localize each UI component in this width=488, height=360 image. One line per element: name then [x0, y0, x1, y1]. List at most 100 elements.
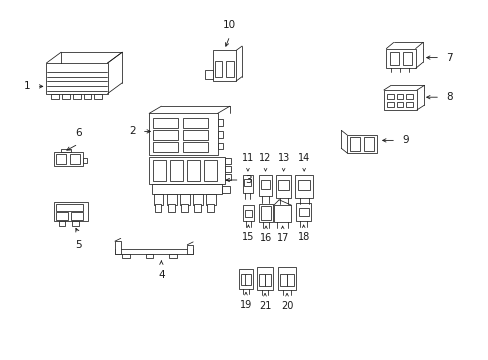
- Bar: [396, 94, 403, 99]
- Bar: [166, 194, 176, 205]
- Text: 12: 12: [259, 153, 271, 163]
- Bar: [212, 50, 236, 81]
- Bar: [297, 180, 310, 190]
- Bar: [245, 274, 251, 285]
- Bar: [386, 102, 393, 107]
- Bar: [205, 70, 212, 79]
- Bar: [244, 179, 251, 186]
- Bar: [62, 94, 70, 99]
- Bar: [238, 269, 253, 289]
- Bar: [83, 158, 87, 163]
- Bar: [59, 221, 65, 226]
- Bar: [396, 102, 403, 107]
- Bar: [257, 267, 272, 290]
- Bar: [187, 245, 193, 254]
- Bar: [153, 160, 165, 181]
- Bar: [183, 130, 207, 140]
- Bar: [261, 206, 270, 220]
- Text: 10: 10: [223, 19, 236, 30]
- Bar: [207, 204, 214, 212]
- Bar: [193, 194, 203, 205]
- Bar: [217, 119, 223, 126]
- Bar: [259, 204, 272, 222]
- Bar: [51, 94, 59, 99]
- Bar: [224, 166, 230, 172]
- Bar: [243, 175, 252, 193]
- Bar: [61, 149, 71, 152]
- Bar: [389, 52, 398, 65]
- Bar: [295, 175, 312, 198]
- Text: 9: 9: [401, 135, 408, 145]
- Bar: [56, 204, 83, 211]
- Bar: [386, 94, 393, 99]
- Bar: [70, 154, 80, 164]
- Bar: [259, 274, 265, 286]
- Bar: [217, 131, 223, 138]
- Text: 8: 8: [445, 92, 452, 102]
- Bar: [243, 205, 253, 221]
- Bar: [346, 135, 376, 153]
- Bar: [206, 194, 216, 205]
- Bar: [153, 194, 163, 205]
- Bar: [217, 143, 223, 149]
- Bar: [215, 61, 222, 77]
- Text: 13: 13: [277, 153, 289, 163]
- Bar: [278, 180, 288, 190]
- Bar: [277, 267, 296, 290]
- Bar: [261, 180, 269, 189]
- Text: 16: 16: [259, 233, 272, 243]
- Bar: [169, 254, 176, 258]
- Bar: [244, 210, 252, 217]
- Text: 6: 6: [75, 127, 81, 138]
- Bar: [145, 254, 153, 258]
- Bar: [94, 94, 102, 99]
- Bar: [181, 204, 187, 212]
- Bar: [149, 113, 217, 155]
- Bar: [153, 118, 177, 128]
- Bar: [54, 152, 83, 166]
- Bar: [154, 204, 161, 212]
- Bar: [187, 160, 200, 181]
- Text: 21: 21: [258, 301, 271, 311]
- Bar: [222, 186, 229, 193]
- Bar: [275, 175, 291, 198]
- Text: 4: 4: [158, 270, 164, 280]
- Bar: [286, 274, 294, 286]
- Bar: [386, 49, 415, 68]
- Bar: [406, 94, 412, 99]
- Bar: [349, 137, 359, 151]
- Bar: [151, 184, 222, 194]
- Text: 15: 15: [242, 232, 254, 242]
- Bar: [240, 274, 246, 285]
- Bar: [273, 205, 291, 222]
- Bar: [298, 208, 308, 216]
- Bar: [73, 94, 81, 99]
- Bar: [226, 61, 233, 77]
- Text: 14: 14: [297, 153, 310, 163]
- Bar: [115, 241, 121, 254]
- Bar: [54, 202, 88, 221]
- Text: 1: 1: [24, 81, 31, 91]
- Bar: [153, 130, 177, 140]
- Bar: [204, 160, 217, 181]
- Text: 18: 18: [297, 232, 309, 242]
- Bar: [149, 157, 224, 184]
- Bar: [402, 52, 411, 65]
- Bar: [170, 160, 183, 181]
- Bar: [183, 142, 207, 152]
- Bar: [56, 154, 66, 164]
- Bar: [264, 274, 270, 286]
- Bar: [259, 175, 271, 196]
- Bar: [296, 203, 310, 221]
- Bar: [153, 142, 177, 152]
- Text: 3: 3: [245, 175, 252, 185]
- Bar: [56, 212, 68, 220]
- Text: 11: 11: [241, 153, 254, 163]
- Bar: [180, 194, 189, 205]
- Text: 20: 20: [280, 301, 293, 311]
- Bar: [115, 249, 193, 254]
- Text: 17: 17: [276, 233, 288, 243]
- Bar: [72, 221, 79, 226]
- Text: 19: 19: [239, 300, 252, 310]
- Bar: [83, 94, 91, 99]
